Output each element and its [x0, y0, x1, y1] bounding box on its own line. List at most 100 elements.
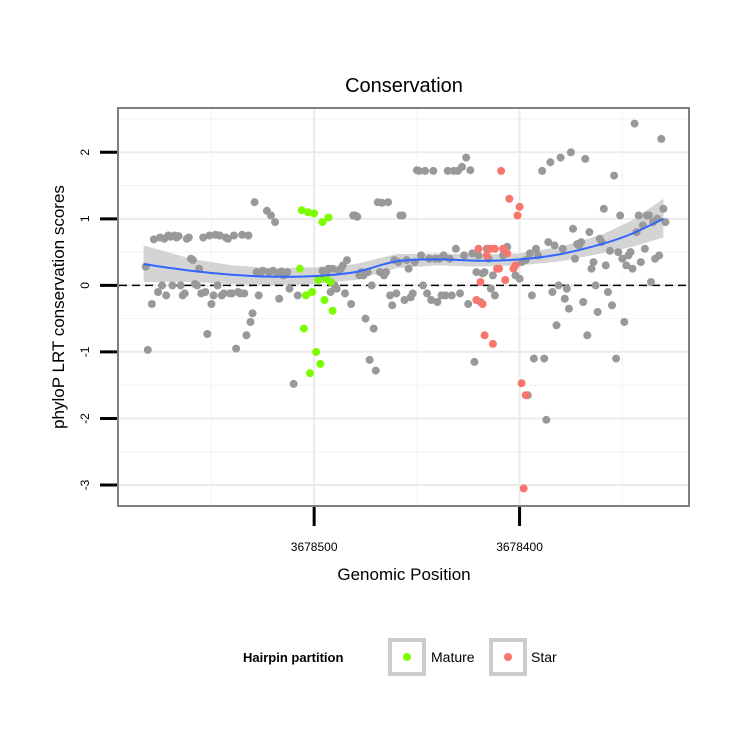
point-background: [647, 278, 655, 286]
point-background: [244, 231, 253, 240]
point-background: [421, 166, 430, 175]
point-background: [614, 248, 623, 257]
point-background: [466, 166, 475, 175]
point-background: [408, 289, 417, 298]
point-background: [472, 268, 481, 277]
x-axis-title: Genomic Position: [337, 565, 470, 584]
point-background: [361, 314, 370, 323]
legend: Hairpin partition Mature Star: [243, 638, 557, 676]
point-background: [219, 289, 228, 298]
point-background: [458, 162, 466, 171]
point-background: [417, 251, 425, 260]
point-star: [474, 244, 483, 253]
smooth-confidence-band: [143, 198, 664, 286]
point-background: [657, 134, 666, 143]
point-background: [207, 300, 216, 308]
point-star: [521, 391, 530, 400]
point-background: [176, 281, 185, 290]
point-background: [271, 218, 280, 227]
point-background: [581, 154, 590, 163]
point-background: [538, 166, 547, 175]
point-background: [626, 248, 635, 257]
point-background: [154, 288, 162, 296]
point-background: [579, 298, 588, 306]
point-background: [180, 289, 189, 298]
point-background: [587, 264, 596, 273]
point-star: [495, 264, 503, 273]
point-background: [223, 234, 232, 243]
point-background: [462, 153, 471, 162]
point-background: [661, 218, 670, 227]
point-background: [645, 211, 653, 220]
point-background: [371, 366, 380, 375]
point-background: [542, 415, 551, 424]
point-mature: [312, 347, 321, 356]
point-background: [332, 284, 341, 293]
point-background: [556, 153, 565, 162]
point-background: [620, 318, 629, 326]
point-background: [250, 198, 259, 207]
point-star: [501, 276, 510, 284]
point-background: [347, 300, 356, 308]
point-mature: [299, 324, 308, 333]
point-background: [451, 244, 460, 253]
point-star: [488, 339, 497, 348]
point-background: [470, 357, 479, 366]
point-background: [158, 281, 167, 290]
point-background: [589, 258, 598, 267]
point-background: [605, 246, 614, 255]
point-background: [388, 301, 397, 310]
point-star: [515, 202, 524, 211]
y-tick-label: 0: [78, 282, 92, 289]
point-background: [554, 281, 563, 290]
point-background: [427, 296, 436, 304]
point-background: [548, 288, 557, 296]
point-star: [511, 261, 520, 270]
point-background: [610, 171, 619, 180]
point-background: [246, 318, 255, 326]
point-background: [603, 288, 612, 296]
point-background: [162, 291, 171, 300]
point-background: [659, 204, 668, 213]
point-background: [634, 211, 643, 220]
point-star: [513, 211, 522, 220]
point-background: [571, 254, 579, 263]
point-background: [328, 264, 337, 273]
point-background: [404, 264, 413, 273]
point-mature: [295, 264, 304, 273]
point-background: [377, 198, 386, 207]
point-background: [599, 204, 608, 213]
point-mature: [328, 306, 337, 315]
point-background: [591, 281, 600, 290]
point-star: [503, 249, 512, 258]
point-background: [228, 289, 236, 298]
point-mature: [297, 206, 306, 215]
point-star: [482, 251, 491, 260]
legend-marker-mature: [403, 653, 411, 661]
y-tick-label: 1: [78, 215, 92, 222]
point-mature: [324, 213, 333, 222]
point-background: [618, 254, 627, 263]
point-star: [497, 166, 506, 175]
point-background: [209, 291, 218, 300]
point-star: [519, 484, 528, 493]
point-background: [616, 211, 625, 220]
point-background: [433, 298, 442, 306]
point-background: [367, 281, 376, 290]
point-background: [585, 228, 594, 237]
point-background: [527, 291, 536, 300]
point-mature: [306, 369, 314, 378]
point-background: [486, 284, 495, 293]
point-background: [468, 249, 477, 258]
point-background: [353, 212, 362, 221]
point-background: [515, 274, 524, 283]
legend-title: Hairpin partition: [243, 650, 343, 665]
x-tick-label: 3678500: [291, 540, 338, 554]
point-background: [655, 251, 664, 260]
point-background: [441, 291, 450, 300]
point-background: [343, 256, 351, 265]
point-background: [193, 281, 202, 290]
point-background: [240, 289, 249, 298]
point-background: [488, 271, 497, 280]
